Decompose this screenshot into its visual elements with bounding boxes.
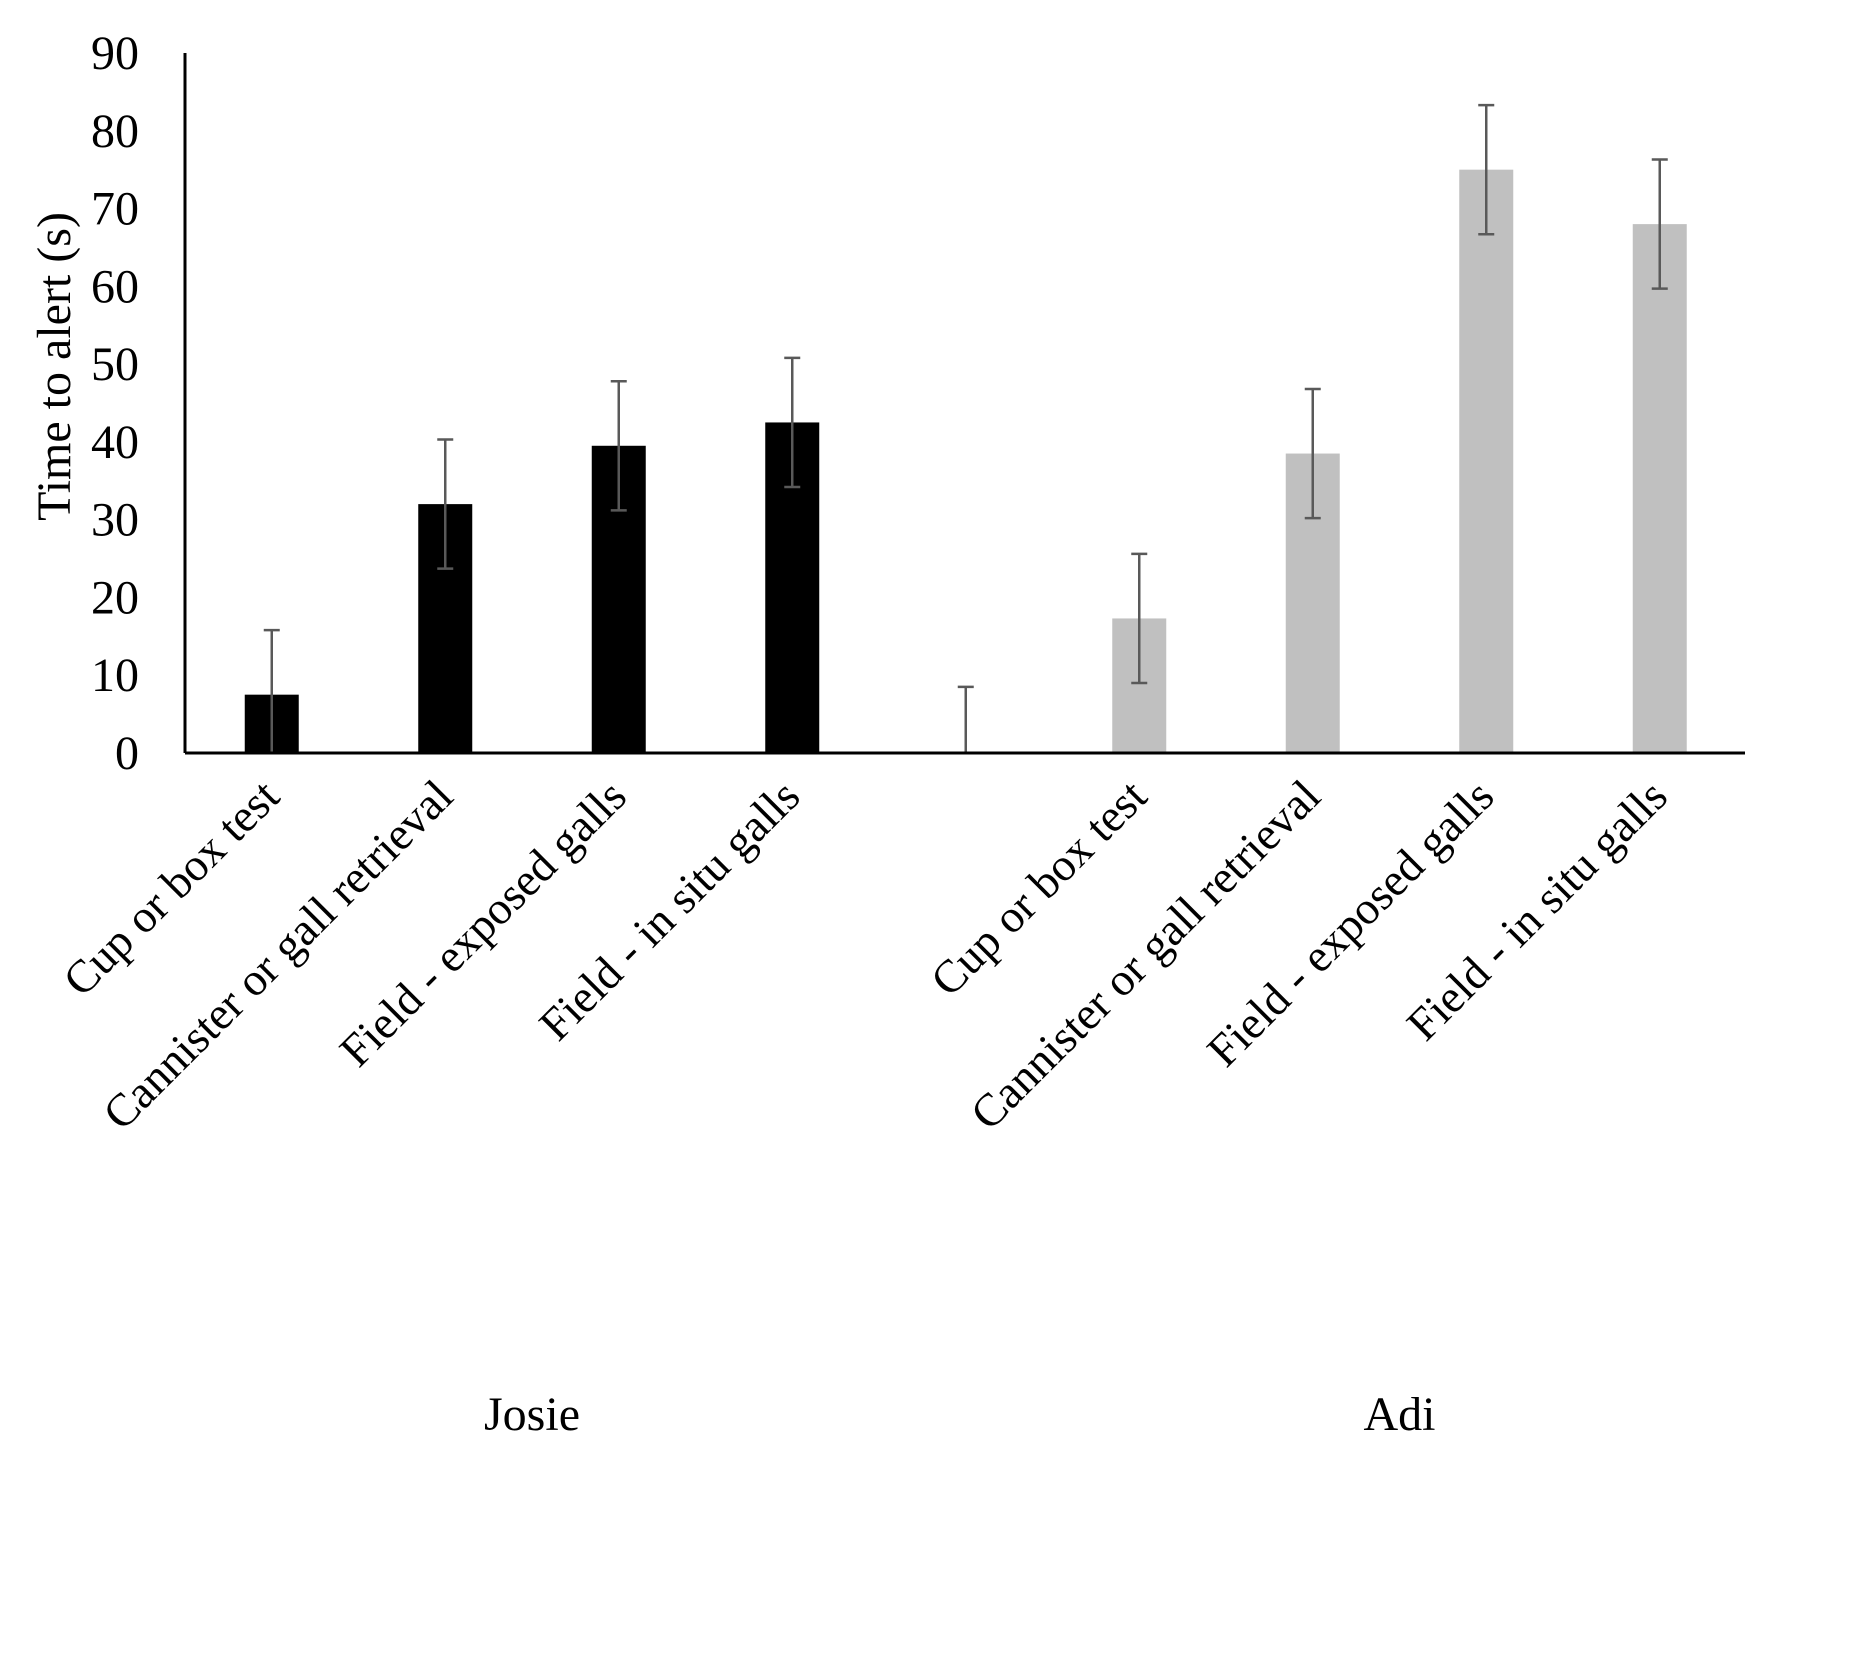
y-tick-label: 0	[115, 727, 139, 780]
x-tick-label: Field - exposed galls	[330, 770, 636, 1076]
chart-marks	[244, 103, 1687, 754]
group-label: Adi	[1364, 1388, 1436, 1441]
y-tick-label: 60	[91, 260, 139, 313]
error-bar	[1478, 103, 1495, 236]
y-tick-labels: 0 10 20 30 40 50 60 70 80 90	[91, 27, 139, 780]
x-tick-label: Cannister or gall retrieval	[93, 770, 462, 1139]
bar	[1459, 169, 1514, 753]
y-tick-label: 10	[91, 649, 139, 702]
error-bar	[1304, 387, 1321, 520]
error-bar	[263, 628, 280, 753]
error-bar	[1651, 158, 1668, 290]
bar	[1632, 224, 1687, 754]
x-tick-label: Field - exposed galls	[1197, 770, 1503, 1076]
error-bar	[784, 356, 801, 489]
group-label: Josie	[484, 1388, 580, 1441]
error-bar	[437, 438, 454, 570]
group-labels: Josie Adi	[484, 1388, 1436, 1441]
error-bar	[1131, 552, 1148, 685]
y-tick-label: 90	[91, 27, 139, 80]
y-tick-label: 30	[91, 494, 139, 547]
y-tick-label: 50	[91, 338, 139, 391]
y-tick-label: 20	[91, 571, 139, 624]
error-bar	[610, 379, 627, 512]
y-tick-label: 40	[91, 416, 139, 469]
y-axis-title: Time to alert (s)	[28, 212, 81, 521]
y-tick-label: 70	[91, 183, 139, 236]
y-tick-label: 80	[91, 105, 139, 158]
error-bar	[957, 685, 974, 753]
x-tick-label: Cannister or gall retrieval	[960, 770, 1329, 1139]
